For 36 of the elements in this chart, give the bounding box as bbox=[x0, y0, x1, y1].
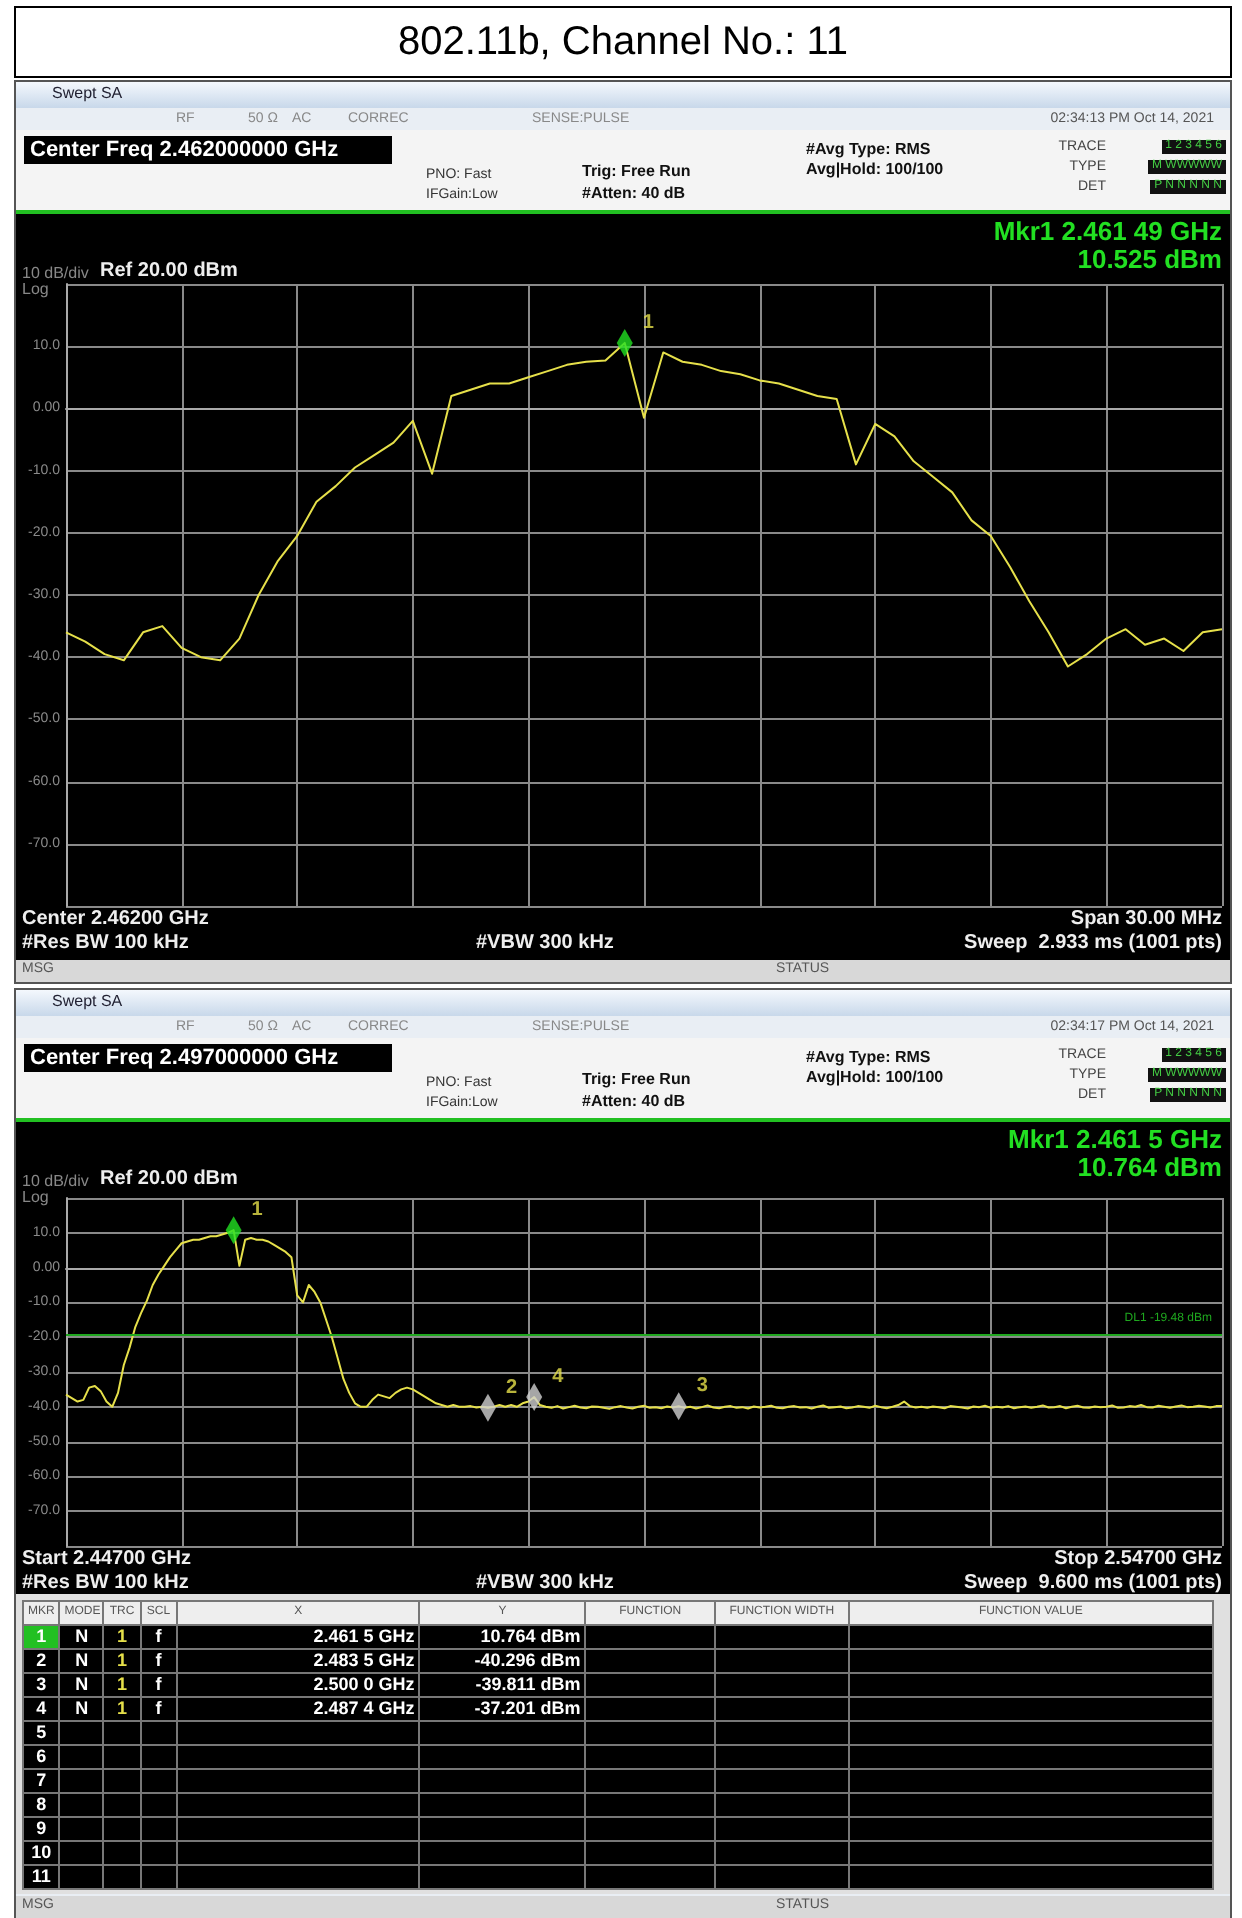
chart-subtitle: Center Freq 2.462000000 GHz bbox=[24, 136, 392, 164]
text: Log bbox=[22, 1188, 49, 1208]
text: #VBW 300 kHz bbox=[476, 932, 614, 954]
text: Avg|Hold: 100/100 bbox=[806, 160, 944, 180]
text: Swept SA bbox=[52, 84, 123, 104]
series-label: 2 bbox=[505, 1376, 518, 1399]
text: Avg|Hold: 100/100 bbox=[806, 1068, 944, 1088]
text: #VBW 300 kHz bbox=[476, 1572, 614, 1594]
text: #Avg Type: RMS bbox=[806, 140, 931, 160]
chart-subtitle: Center Freq 2.497000000 GHz bbox=[24, 1044, 392, 1072]
text: Ref 20.00 dBm bbox=[100, 260, 238, 282]
text: Trig: Free Run bbox=[582, 1070, 691, 1090]
series-label: 3 bbox=[696, 1375, 709, 1398]
text: Trig: Free Run bbox=[582, 162, 691, 182]
text: Swept SA bbox=[52, 992, 123, 1012]
text: #Res BW 100 kHz bbox=[22, 932, 189, 954]
text: 10 dB/div bbox=[22, 264, 89, 283]
text: Stop 2.54700 GHz bbox=[1054, 1548, 1222, 1570]
text: Center 2.46200 GHz bbox=[22, 908, 209, 930]
text: Sweep 9.600 ms (1001 pts) bbox=[964, 1572, 1222, 1594]
text: 10.525 dBm bbox=[1077, 244, 1222, 275]
text: #Avg Type: RMS bbox=[806, 1048, 931, 1068]
text: #Atten: 40 dB bbox=[582, 184, 686, 204]
text: Ref 20.00 dBm bbox=[100, 1168, 238, 1190]
text: Start 2.44700 GHz bbox=[22, 1548, 191, 1570]
text: Mkr1 2.461 5 GHz bbox=[1008, 1124, 1222, 1155]
series-label: 1 bbox=[251, 1199, 264, 1222]
text: 10.764 dBm bbox=[1077, 1152, 1222, 1183]
text: #Res BW 100 kHz bbox=[22, 1572, 189, 1594]
text: Log bbox=[22, 280, 49, 300]
chart-title: 802.11b, Channel No.: 11 bbox=[14, 6, 1232, 78]
text: Sweep 2.933 ms (1001 pts) bbox=[964, 932, 1222, 954]
text: Mkr1 2.461 49 GHz bbox=[993, 216, 1222, 247]
text: #Atten: 40 dB bbox=[582, 1092, 686, 1112]
text: 10 dB/div bbox=[22, 1172, 89, 1191]
text: Span 30.00 MHz bbox=[1070, 908, 1222, 930]
